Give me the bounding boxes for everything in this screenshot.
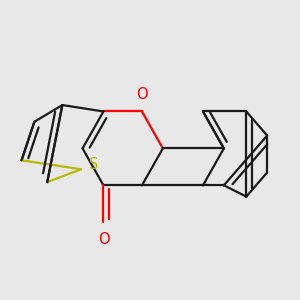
Text: O: O	[136, 87, 148, 102]
Text: O: O	[98, 232, 109, 247]
Text: S: S	[89, 157, 98, 172]
